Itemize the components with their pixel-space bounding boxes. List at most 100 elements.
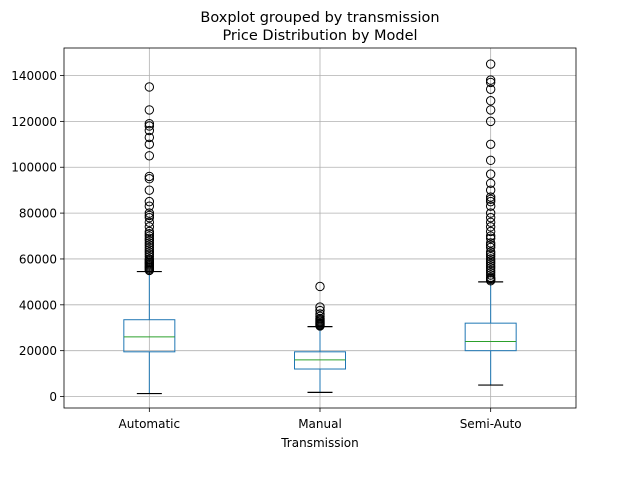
outlier-point xyxy=(485,194,496,205)
outlier-point xyxy=(315,281,325,292)
outlier-point xyxy=(144,196,155,207)
outlier-point xyxy=(485,169,496,179)
outlier-point xyxy=(485,59,496,69)
outlier-point xyxy=(485,196,496,207)
outlier-point xyxy=(144,251,155,262)
outlier-point xyxy=(144,222,155,232)
x-tick-label: Automatic xyxy=(119,417,181,431)
outlier-point xyxy=(144,247,155,257)
y-tick-label: 80000 xyxy=(19,207,57,221)
outlier-point xyxy=(485,272,496,282)
outlier-point xyxy=(485,242,496,253)
outlier-point xyxy=(485,268,496,278)
outlier-point xyxy=(144,185,155,195)
outlier-point xyxy=(485,261,496,271)
x-tick-label: Semi-Auto xyxy=(460,417,522,431)
outlier-point xyxy=(485,75,496,85)
outlier-point xyxy=(144,121,155,131)
outlier-point xyxy=(144,82,155,92)
outlier-point xyxy=(485,256,496,266)
outlier-point xyxy=(485,212,496,223)
outlier-point xyxy=(144,151,155,161)
y-tick-label: 60000 xyxy=(19,252,57,266)
outlier-point xyxy=(144,217,155,227)
outlier-point xyxy=(485,192,496,202)
y-tick-label: 120000 xyxy=(11,115,57,129)
outlier-point xyxy=(485,265,496,276)
outlier-point xyxy=(144,132,155,143)
iqr-box xyxy=(464,322,517,352)
outlier-point xyxy=(144,174,155,184)
outlier-point xyxy=(144,201,155,211)
outlier-point xyxy=(144,226,155,237)
outlier-point xyxy=(485,155,496,166)
iqr-box xyxy=(294,351,346,370)
outlier-point xyxy=(144,105,155,115)
outlier-point xyxy=(485,77,496,88)
y-tick-label: 20000 xyxy=(19,344,57,358)
iqr-box xyxy=(123,319,176,353)
outlier-point xyxy=(144,118,155,129)
outlier-point xyxy=(485,240,496,250)
outlier-point xyxy=(315,311,325,321)
box-manual xyxy=(294,281,346,394)
outlier-point xyxy=(485,116,496,127)
outlier-point xyxy=(315,302,325,312)
chart-subtitle: Price Distribution by Model xyxy=(222,28,417,44)
outlier-point xyxy=(485,105,496,115)
outlier-point xyxy=(485,247,496,257)
outlier-point xyxy=(485,208,496,218)
outlier-point xyxy=(144,125,155,136)
outlier-point xyxy=(144,238,155,248)
outlier-point xyxy=(144,212,155,223)
outlier-point xyxy=(144,171,155,182)
outlier-point xyxy=(144,240,155,250)
outlier-point xyxy=(485,258,496,269)
outlier-point xyxy=(144,245,155,255)
outlier-point xyxy=(315,305,325,316)
outlier-point xyxy=(485,96,496,106)
outlier-point xyxy=(485,217,496,227)
outlier-point xyxy=(144,229,155,239)
outlier-point xyxy=(144,254,155,264)
outlier-point xyxy=(485,249,496,260)
y-tick-label: 40000 xyxy=(19,298,57,312)
outlier-point xyxy=(485,185,496,195)
box-automatic xyxy=(123,82,176,395)
outlier-point xyxy=(144,242,155,253)
outlier-point xyxy=(144,231,155,241)
outlier-point xyxy=(144,235,155,246)
y-tick-label: 100000 xyxy=(11,161,57,175)
outlier-point xyxy=(485,251,496,262)
outlier-point xyxy=(144,249,155,260)
outlier-point xyxy=(485,178,496,188)
plot-frame xyxy=(63,47,577,409)
outlier-point xyxy=(144,233,155,244)
chart-title: Boxplot grouped by transmission xyxy=(200,10,439,26)
outlier-point xyxy=(485,139,496,150)
outlier-point xyxy=(485,238,496,248)
grid-lines xyxy=(64,48,576,408)
outlier-point xyxy=(315,309,325,319)
y-tick-label: 0 xyxy=(49,390,57,404)
outlier-point xyxy=(144,208,155,218)
outlier-point xyxy=(485,226,496,237)
box-semi-auto xyxy=(464,59,517,386)
outlier-point xyxy=(144,210,155,221)
outlier-point xyxy=(485,201,496,211)
outlier-point xyxy=(485,270,496,280)
y-tick-label: 140000 xyxy=(11,69,57,83)
outlier-point xyxy=(485,222,496,232)
outlier-point xyxy=(485,254,496,264)
outlier-point xyxy=(144,139,155,150)
outlier-point xyxy=(485,233,496,244)
x-tick-label: Manual xyxy=(298,417,342,431)
outlier-point xyxy=(485,84,496,94)
outlier-point xyxy=(485,231,496,241)
axis-ticks: 0 20000 40000 60000 80000 100000 120000 140000 A… xyxy=(11,69,521,431)
box-series xyxy=(123,59,517,395)
x-axis-label: Transmission xyxy=(280,436,359,450)
outlier-point xyxy=(485,263,496,273)
